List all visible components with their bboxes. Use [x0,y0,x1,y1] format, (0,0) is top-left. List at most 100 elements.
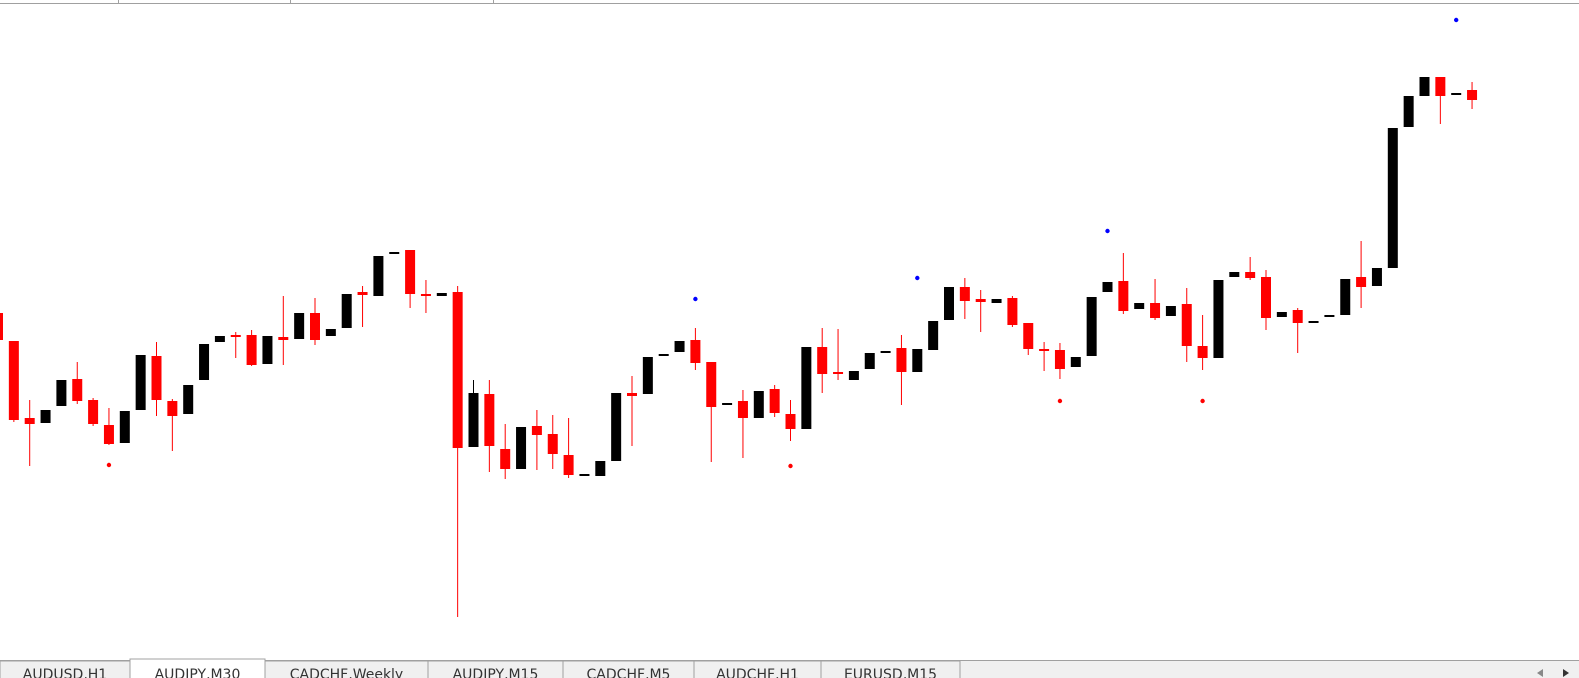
candle-body [40,410,51,423]
fractal-dot [1454,17,1459,23]
candle-body [531,426,542,435]
candle-body [959,287,970,301]
fractal-dot [915,275,920,281]
candle-body [674,341,685,352]
candle-body [420,294,431,296]
candle-body [262,336,273,364]
candle-body [278,337,289,340]
candle-body [1467,90,1478,100]
candle-body [294,313,305,339]
candle-body [1181,304,1192,346]
candle-body [500,449,511,469]
tab-list: AUDUSD,H1 AUDJPY,M30 CADCHF,Weekly AUDJPY,M… [0,658,961,678]
candle-body [1308,321,1319,323]
candle-body [436,293,447,296]
candle-body [642,357,653,394]
candle-body [1070,357,1081,367]
candle-body [563,455,574,475]
tab-label: AUDJPY,M15 [453,667,539,678]
candle-body [325,329,336,336]
tab[interactable]: EURUSD,M15 [820,660,961,678]
candle-body [722,403,733,405]
candle-body [484,394,495,446]
candle-body [801,347,812,429]
candle-body [1086,297,1097,356]
scroll-left[interactable] [1537,669,1543,677]
candle-body [991,299,1002,303]
candle-body [167,401,178,416]
candle-body [310,313,320,340]
candle-body [912,349,923,372]
candle-body [785,414,796,429]
candle-body [24,418,35,424]
candle-body [405,250,416,294]
candle-body [706,362,717,407]
candle-body [1371,268,1382,286]
candle-body [690,340,701,363]
candle-body [1356,277,1367,287]
candle-body [658,354,669,356]
candle-body [1435,77,1446,96]
tab-label: AUDCHF,H1 [716,667,799,678]
candle-body [8,341,19,420]
candle-body [230,335,241,337]
scroll-right[interactable] [1563,669,1569,677]
tab[interactable]: AUDJPY,M15 [427,660,564,678]
tab-background [820,660,961,678]
candle-body [769,389,780,413]
candle-body [880,351,891,353]
candle-body [1197,346,1208,358]
candle-body [56,380,67,406]
candle-body [1324,315,1335,317]
candle-body [246,335,257,365]
candle-body [199,344,210,380]
candle-body [1276,312,1287,317]
tab-label: CADCHF,M5 [587,667,671,678]
candle-body [357,292,368,295]
tab[interactable]: AUDJPY,M30 [129,658,266,678]
candle-body [817,347,828,374]
tab[interactable]: CADCHF,Weekly [264,660,429,678]
candle-body [1102,282,1113,292]
tab-label: AUDUSD,H1 [23,667,107,678]
tab-label: AUDJPY,M30 [155,667,241,678]
candle-body [183,385,194,414]
candle-body [1451,93,1462,95]
fractal-dot [106,462,112,468]
tab[interactable]: AUDCHF,H1 [693,660,822,678]
tab-label: EURUSD,M15 [844,667,937,678]
candle-body [1023,323,1034,349]
candle-body [1229,272,1240,277]
candle-body [611,393,622,461]
candle-body [1118,281,1129,311]
fractal-dot [693,296,698,302]
candle-body [135,355,146,410]
candle-body [88,400,99,424]
candle-body [1213,280,1224,358]
tab[interactable]: AUDUSD,H1 [0,660,131,678]
candle-body [944,287,954,320]
candle-body [0,313,3,340]
candle-body [452,292,463,448]
candle-body [595,461,606,476]
candle-body [119,411,130,443]
candle-body [1419,77,1430,96]
candle-body [1054,350,1065,369]
candle-body [848,371,859,380]
candle-body [547,434,558,454]
candle-body [1165,306,1176,316]
candle-body [753,391,764,418]
candle-body [1340,279,1351,315]
candle-body [975,299,986,302]
fractal-dot [788,463,793,469]
candle-body [1039,349,1050,351]
tab[interactable]: CADCHF,M5 [562,660,695,678]
candle-body [864,353,875,369]
candle-body [373,256,384,296]
candle-body [1261,277,1271,318]
candle-body [737,401,748,418]
candle-body [516,427,527,469]
tab-label: CADCHF,Weekly [290,667,403,678]
